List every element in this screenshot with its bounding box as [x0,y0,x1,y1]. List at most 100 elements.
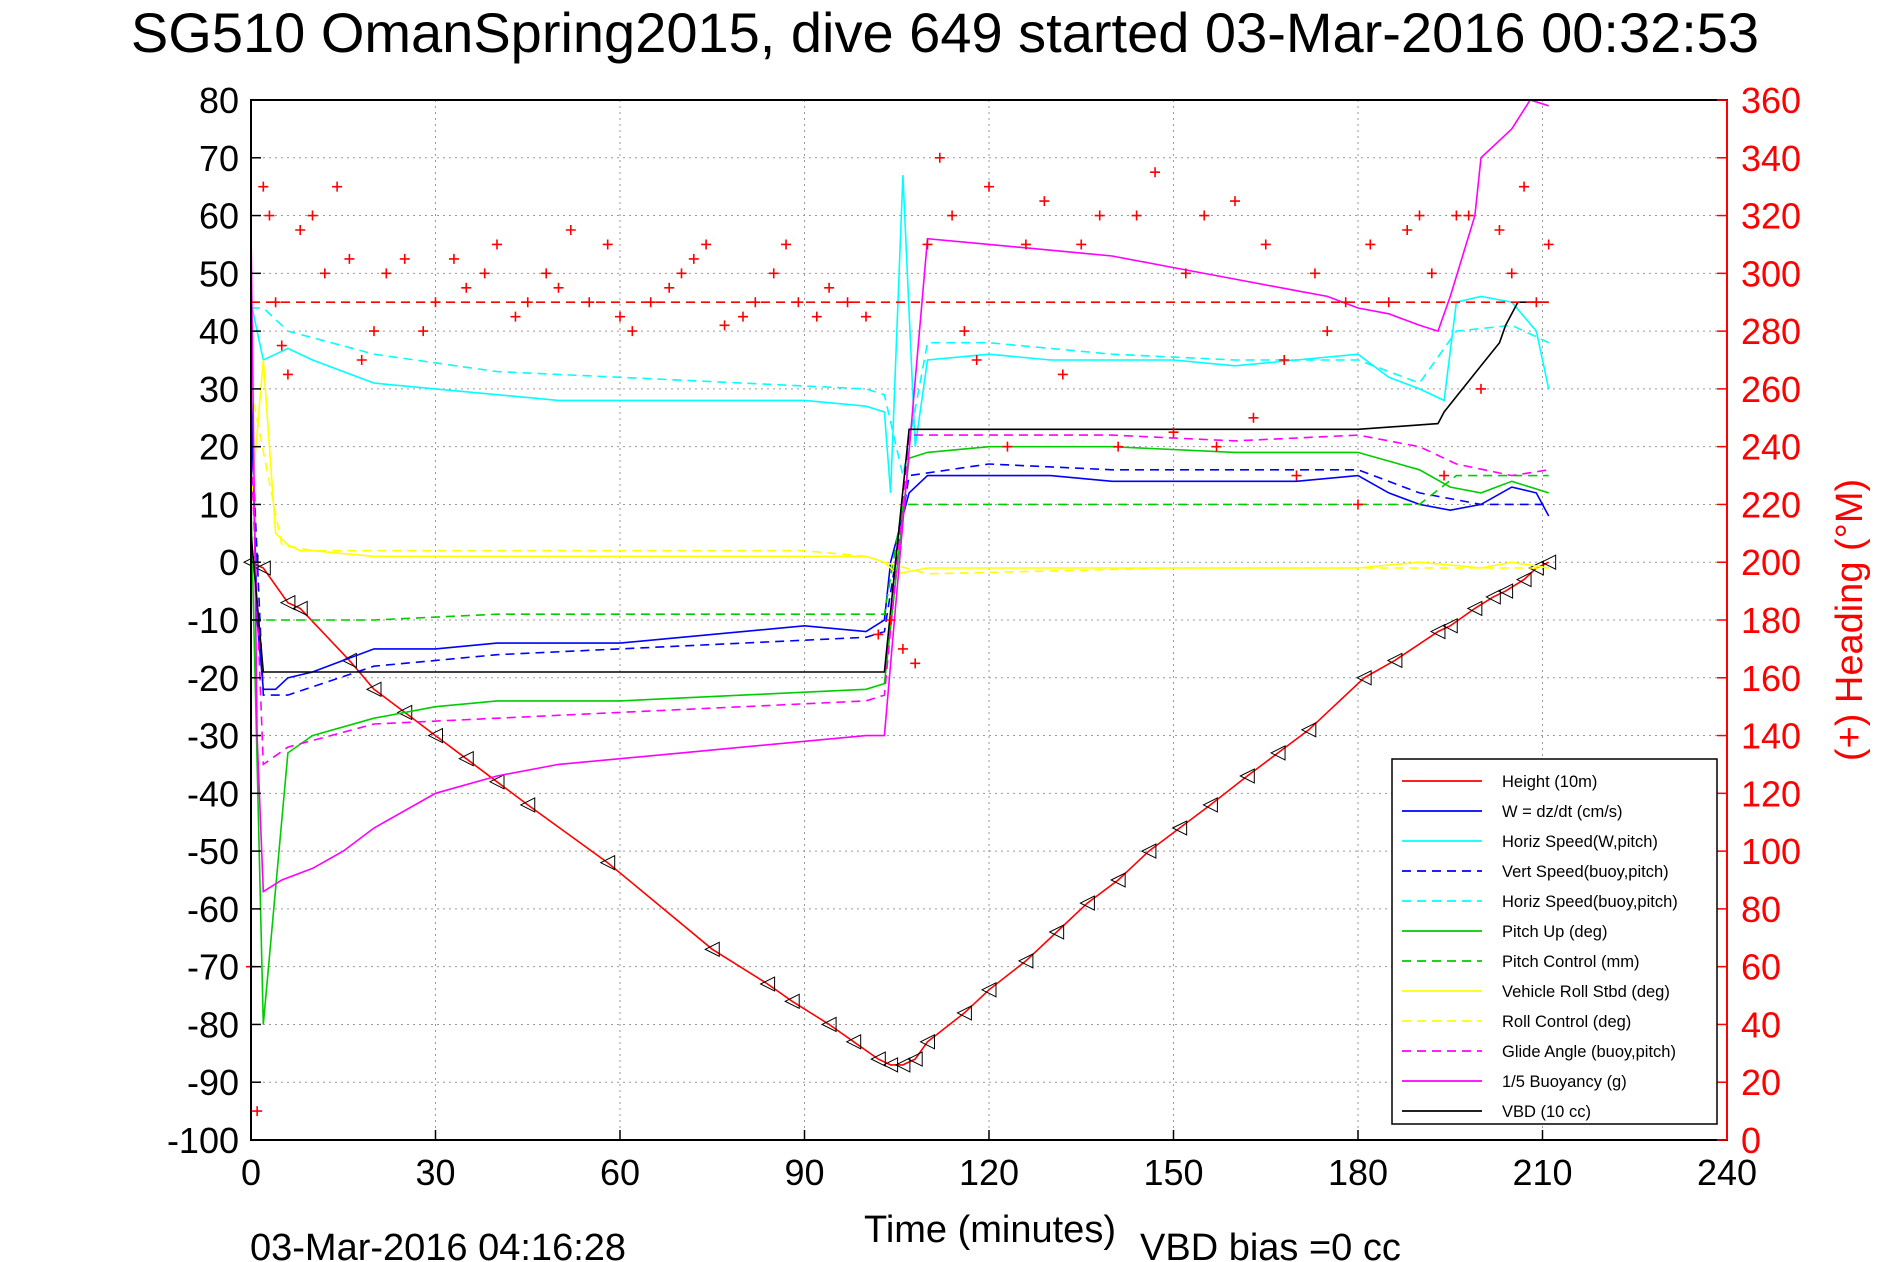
right-tick-label: 160 [1741,658,1801,699]
right-tick-label: 80 [1741,889,1781,930]
height-point [458,750,474,767]
heading-point [971,355,982,365]
heading-point [1494,225,1505,235]
heading-point [1131,210,1142,221]
heading-point [319,268,330,279]
height-point [820,1016,837,1033]
heading-point [1506,268,1517,279]
heading-point [701,239,712,250]
height-point [1140,843,1157,859]
right-tick-label: 180 [1741,600,1801,641]
x-tick-label: 0 [241,1152,261,1193]
height-point [1485,589,1501,605]
right-tick-label: 240 [1741,427,1801,468]
height-point [759,976,776,992]
series-line-0 [250,561,1550,1066]
heading-point [1020,239,1031,250]
heading-point [934,152,945,163]
y-tick-label: 10 [199,484,239,525]
x-tick-label: 180 [1328,1152,1388,1193]
heading-point [1248,412,1259,423]
x-tick-label: 240 [1697,1152,1757,1193]
heading-point [1353,499,1363,510]
y-tick-label: -60 [187,889,239,930]
heading-point [1291,470,1302,481]
heading-point [602,239,613,250]
height-point [341,652,357,669]
legend-label: Vert Speed(buoy,pitch) [1502,863,1669,881]
heading-point [1150,167,1161,178]
heading-point [344,253,355,264]
height-point [894,1057,911,1073]
heading-point [332,181,343,192]
height-point [292,600,308,617]
heading-point [1519,181,1530,192]
y-tick-label: -10 [187,600,239,641]
height-point [704,941,720,958]
height-point [882,1057,899,1073]
legend: Height (10m) W = dz/dt (cm/s) Horiz Speed(… [1391,758,1718,1125]
height-point [1497,583,1514,599]
heading-point [1199,210,1210,221]
height-point [1079,895,1095,911]
heading-point [768,268,779,279]
chart-title: SG510 OmanSpring2015, dive 649 started 0… [131,1,1759,64]
heading-point [1451,210,1462,221]
y-tick-label: 60 [199,196,239,237]
y-tick-label: -100 [167,1120,239,1161]
heading-point [492,239,502,250]
series-line-10 [250,99,1549,894]
x-tick-label: 120 [959,1152,1019,1193]
height-point [1466,600,1483,617]
heading-point [664,282,675,293]
series-line-8 [250,388,1549,575]
y-tick-label: 70 [199,138,239,179]
legend-label: W = dz/dt (cm/s) [1502,803,1623,821]
height-point [1110,872,1126,888]
heading-point [1322,326,1333,337]
right-tick-label: 340 [1741,138,1801,179]
height-point [784,993,800,1010]
series-line-9 [250,434,1549,766]
height-point [519,797,536,813]
heading-point [1365,239,1376,250]
height-point [845,1033,862,1050]
y-tick-label: -40 [187,773,239,814]
heading-point [873,629,884,640]
heading-point [1279,355,1290,365]
heading-point [282,369,293,380]
heading-point [307,210,318,221]
x-axis-label: Time (minutes) [864,1209,1116,1251]
y-tick-label: -50 [187,831,239,872]
legend-box [1391,758,1718,1125]
heading-point [885,615,896,625]
height-point [255,560,271,576]
y-tick-label: -80 [187,1004,239,1045]
heading-point [861,311,871,322]
heading-point [295,225,306,235]
right-tick-label: 0 [1741,1120,1761,1161]
x-tick-label: 150 [1143,1152,1203,1193]
height-point [907,1051,923,1067]
height-point [956,1005,972,1021]
legend-label: Pitch Up (deg) [1502,923,1607,941]
right-tick-label: 280 [1741,311,1801,352]
series-line-1 [250,388,1550,691]
heading-point [1180,268,1191,279]
heading-point [479,268,490,279]
legend-label: Vehicle Roll Stbd (deg) [1502,983,1670,1001]
heading-point [676,268,687,279]
height-point [980,981,997,998]
heading-point [276,340,287,351]
height-point [870,1051,886,1067]
x-tick-label: 60 [600,1152,640,1193]
y-tick-label: 50 [199,253,239,294]
right-axis-label: (+) Heading (°M) [1829,479,1871,761]
heading-point [565,225,576,235]
heading-point [897,643,908,654]
timestamp-footer: 03-Mar-2016 04:16:28 [250,1227,626,1262]
series-line-3 [250,417,1549,696]
heading-point [258,181,269,192]
y-tick-label: 20 [199,427,239,468]
